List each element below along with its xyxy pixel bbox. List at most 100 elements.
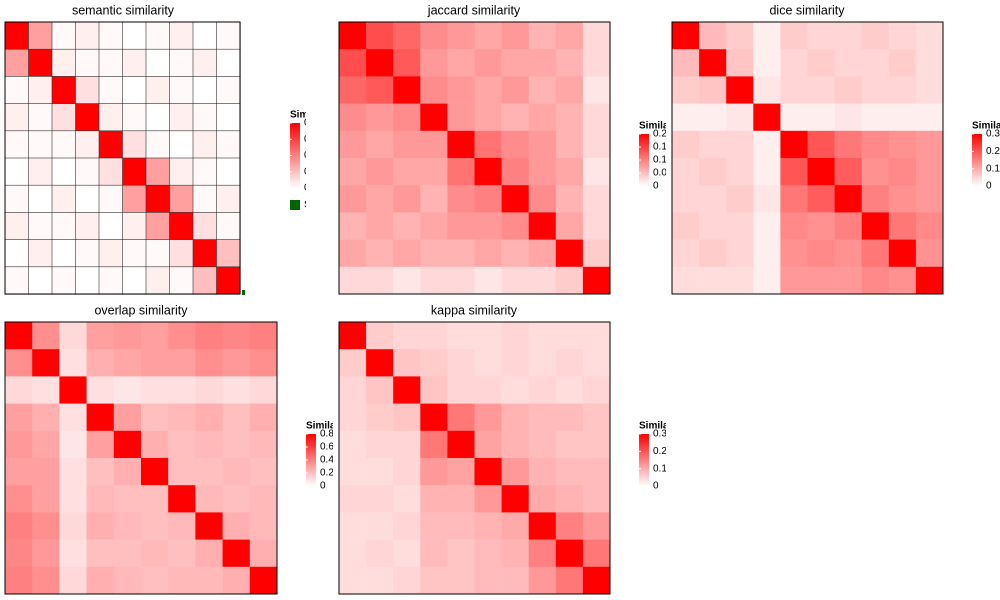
- heat-cell: [145, 157, 171, 186]
- panel-title: semantic similarity: [72, 3, 175, 17]
- heat-cell: [447, 566, 475, 595]
- heat-cell: [474, 239, 502, 268]
- heat-cell: [145, 48, 171, 78]
- heat-cell: [555, 566, 584, 595]
- heat-cell: [528, 430, 557, 459]
- heat-cell: [582, 185, 611, 213]
- heat-cell: [216, 266, 241, 295]
- heat-cell: [192, 48, 218, 78]
- heat-cell: [249, 349, 278, 377]
- heat-cell: [339, 103, 367, 132]
- heat-cell: [366, 185, 394, 213]
- colorbar-label: 0.6: [320, 442, 334, 453]
- heat-cell: [222, 566, 251, 595]
- heat-cell: [699, 130, 727, 159]
- colorbar: [306, 434, 316, 486]
- heat-cell: [5, 322, 33, 350]
- heat-cell: [582, 512, 611, 540]
- heat-cell: [807, 130, 835, 159]
- heat-cell: [780, 49, 808, 77]
- heat-cell: [420, 49, 448, 77]
- heat-cell: [528, 322, 557, 350]
- heat-cell: [168, 458, 196, 486]
- heat-cell: [753, 239, 781, 268]
- heat-cell: [807, 103, 835, 132]
- heat-cell: [393, 403, 421, 432]
- heat-cell: [195, 512, 223, 540]
- heat-cell: [393, 512, 421, 540]
- heat-cell: [192, 21, 218, 50]
- heat-cell: [474, 130, 502, 159]
- heat-cell: [861, 130, 890, 159]
- legend-title: Similarity: [306, 421, 351, 432]
- heat-cell: [528, 566, 557, 595]
- heat-cell: [75, 103, 100, 132]
- heat-cell: [249, 566, 278, 595]
- heat-cell: [122, 212, 147, 241]
- heat-cell: [420, 76, 448, 104]
- heat-cell: [555, 158, 584, 186]
- heat-cell: [528, 485, 557, 513]
- heat-cell: [339, 485, 367, 513]
- heat-cell: [861, 266, 890, 295]
- heat-cell: [59, 458, 87, 486]
- colorbar-label: 0.8: [320, 429, 334, 440]
- heat-cell: [366, 512, 394, 540]
- heat-cell: [222, 485, 251, 513]
- heat-cell: [249, 322, 278, 350]
- heat-cell: [86, 458, 115, 486]
- heat-cell: [753, 185, 781, 213]
- heat-cell: [98, 130, 124, 159]
- heat-cell: [75, 239, 100, 268]
- legend-label: Small: [304, 200, 329, 211]
- heat-cell: [222, 349, 251, 377]
- heat-cell: [501, 485, 529, 513]
- heat-cell: [32, 458, 60, 486]
- legend-title: Similarity: [639, 421, 684, 432]
- heat-cell: [339, 376, 367, 404]
- heat-cell: [28, 184, 53, 213]
- heat-cell: [339, 266, 367, 295]
- heat-cell: [4, 184, 30, 213]
- heat-cell: [4, 266, 30, 295]
- legend-swatch: [290, 200, 300, 210]
- heat-cell: [122, 103, 147, 132]
- colorbar: [639, 134, 649, 186]
- heat-cell: [420, 158, 448, 186]
- heat-cell: [474, 22, 502, 50]
- heat-cell: [393, 49, 421, 77]
- heat-cell: [528, 512, 557, 540]
- heat-cell: [807, 212, 835, 240]
- heat-cell: [169, 212, 194, 241]
- heat-cell: [98, 103, 124, 132]
- heat-cell: [5, 349, 33, 377]
- heat-cell: [807, 22, 835, 50]
- heat-cell: [169, 76, 194, 105]
- heat-cell: [339, 322, 367, 350]
- heat-cell: [86, 512, 115, 540]
- heat-cell: [447, 458, 475, 486]
- heat-cell: [672, 266, 700, 295]
- heat-cell: [249, 458, 278, 486]
- heat-cell: [192, 103, 218, 132]
- heat-cell: [339, 158, 367, 186]
- heat-cell: [98, 239, 124, 268]
- heat-cell: [447, 376, 475, 404]
- colorbar-label: 0.2: [986, 146, 1000, 157]
- heat-cell: [32, 485, 60, 513]
- heat-cell: [834, 76, 862, 104]
- heat-cell: [807, 158, 835, 186]
- heat-cell: [888, 185, 917, 213]
- heat-cell: [699, 22, 727, 50]
- heat-cell: [75, 76, 100, 105]
- heat-cell: [582, 266, 611, 295]
- heat-cell: [447, 158, 475, 186]
- heat-cell: [582, 158, 611, 186]
- heat-cell: [216, 21, 241, 50]
- colorbar-label: 0.1: [653, 155, 667, 166]
- heat-cell: [145, 212, 171, 241]
- heat-cell: [753, 22, 781, 50]
- heat-cell: [834, 49, 862, 77]
- heat-cell: [86, 485, 115, 513]
- heat-cell: [216, 212, 241, 241]
